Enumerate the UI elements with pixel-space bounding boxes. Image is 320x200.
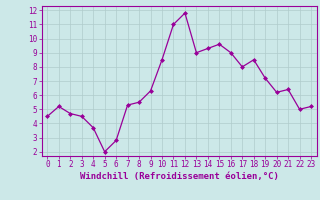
X-axis label: Windchill (Refroidissement éolien,°C): Windchill (Refroidissement éolien,°C) [80, 172, 279, 181]
